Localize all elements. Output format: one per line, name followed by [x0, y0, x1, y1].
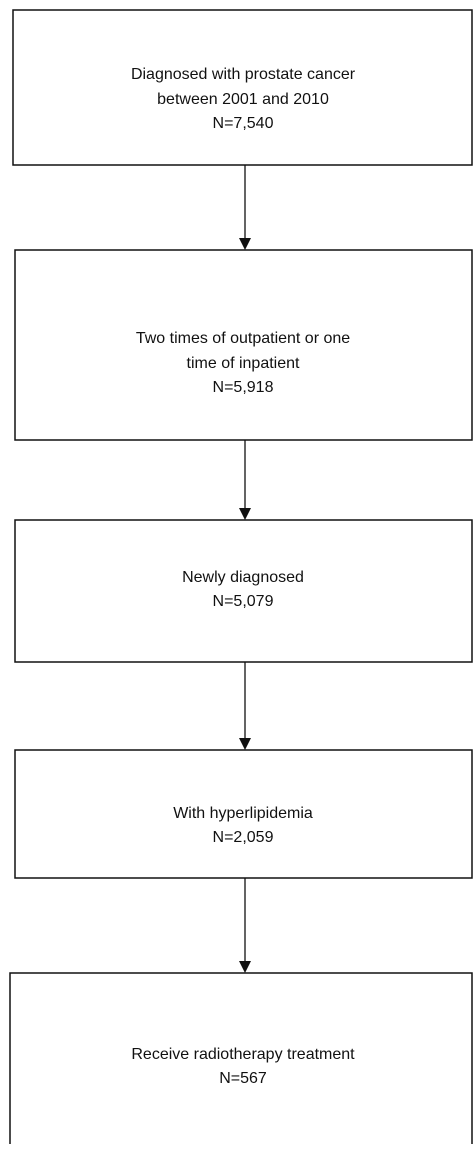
node-count: N=567 — [219, 1070, 267, 1087]
node-count: N=7,540 — [213, 115, 274, 132]
arrow-head — [239, 238, 251, 250]
node-count: N=2,059 — [213, 829, 274, 846]
node-text: Newly diagnosed — [182, 569, 304, 586]
node-count: N=5,918 — [213, 379, 274, 396]
box — [14, 749, 473, 879]
node-text: Receive radiotherapy treatment — [131, 1046, 355, 1063]
box — [14, 519, 473, 663]
node-text: With hyperlipidemia — [173, 805, 313, 822]
node-count: N=5,079 — [213, 593, 274, 610]
arrow-head — [239, 508, 251, 520]
node-text: Diagnosed with prostate cancer — [131, 66, 356, 83]
box — [9, 972, 473, 1149]
box — [12, 9, 473, 166]
arrow-head — [239, 738, 251, 750]
node-text: between 2001 and 2010 — [157, 91, 329, 108]
node-text: Two times of outpatient or one — [136, 330, 350, 347]
arrow-head — [239, 961, 251, 973]
box — [14, 249, 473, 441]
node-text: time of inpatient — [187, 355, 301, 372]
